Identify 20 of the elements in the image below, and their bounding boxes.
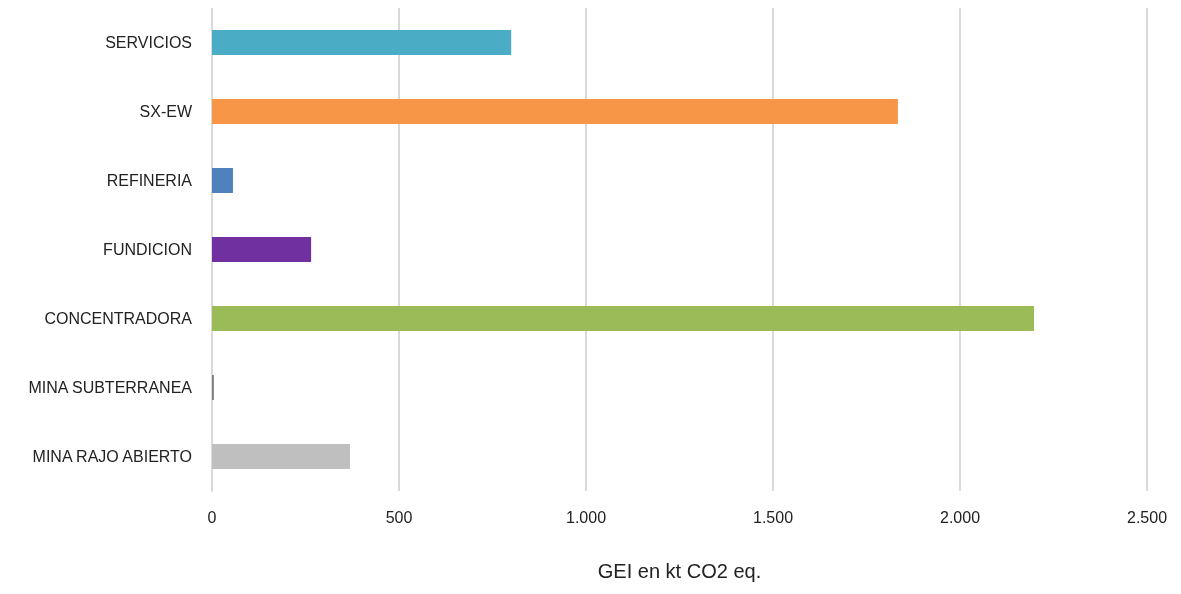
- bar: [212, 444, 351, 469]
- bar: [212, 168, 233, 193]
- bar: [212, 306, 1035, 331]
- x-tick-label: 500: [385, 508, 413, 526]
- bar: [212, 237, 312, 262]
- x-tick-label: 1.500: [752, 508, 794, 526]
- y-tick-label: SX-EW: [139, 103, 193, 120]
- x-tick-label: 1.000: [565, 508, 607, 526]
- y-tick-label: CONCENTRADORA: [44, 310, 193, 327]
- bar: [212, 30, 512, 55]
- y-tick-label: REFINERIA: [106, 172, 193, 189]
- x-tick-label: 2.500: [1126, 508, 1168, 526]
- y-tick-label: MINA RAJO ABIERTO: [32, 448, 192, 465]
- y-tick-label: SERVICIOS: [105, 34, 192, 51]
- bar: [212, 99, 898, 124]
- x-axis-title: GEI en kt CO2 eq.: [597, 560, 762, 582]
- x-tick-label: 2.000: [939, 508, 981, 526]
- y-tick-label: MINA SUBTERRANEA: [28, 379, 193, 396]
- x-tick-label: 0: [207, 508, 217, 526]
- y-tick-label: FUNDICION: [103, 241, 192, 258]
